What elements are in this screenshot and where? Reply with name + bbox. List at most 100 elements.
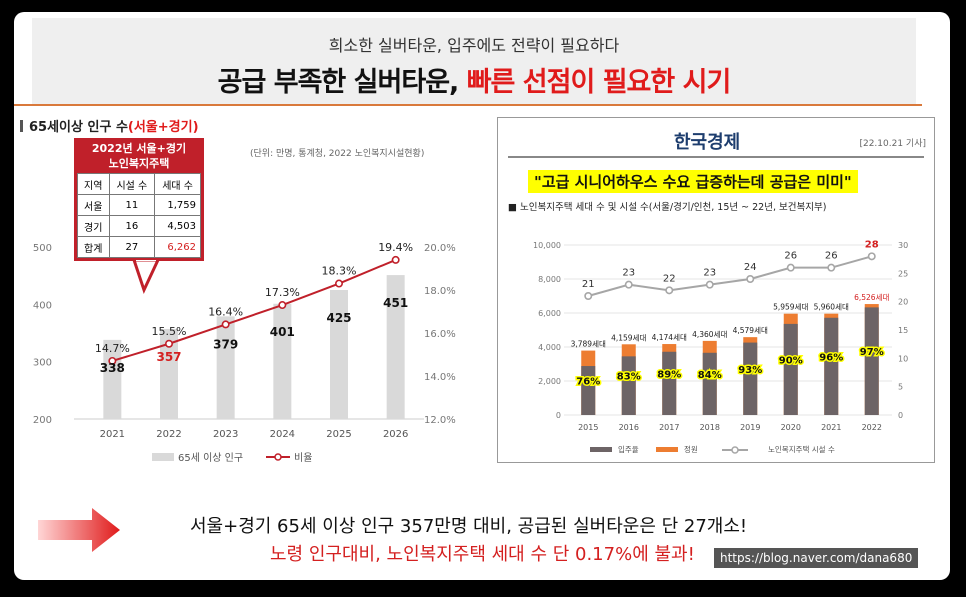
population-bar bbox=[160, 328, 178, 419]
x-tick-label: 2017 bbox=[659, 423, 679, 432]
ratio-point bbox=[165, 339, 174, 348]
news-divider bbox=[508, 156, 924, 158]
x-tick-label: 2025 bbox=[326, 429, 351, 440]
facility-point bbox=[746, 274, 755, 283]
y-tick-label: 4,000 bbox=[538, 343, 561, 352]
y-tick-label: 500 bbox=[33, 243, 52, 254]
facility-count-label: 23 bbox=[622, 268, 635, 279]
population-bar bbox=[273, 303, 292, 419]
x-tick-label: 2023 bbox=[213, 429, 238, 440]
y2-tick-label: 20 bbox=[898, 298, 908, 307]
occupancy-bar bbox=[702, 352, 717, 415]
x-tick-label: 2016 bbox=[619, 423, 639, 432]
y2-tick-label: 20.0% bbox=[424, 243, 456, 254]
occupancy-bar bbox=[581, 366, 596, 415]
bar-value-label: 357 bbox=[156, 350, 181, 364]
red-arrow-icon bbox=[38, 508, 120, 552]
box-title-line1: 2022년 서울+경기 bbox=[91, 142, 187, 155]
ratio-point bbox=[108, 356, 117, 365]
y2-tick-label: 18.0% bbox=[424, 286, 456, 297]
y2-tick-label: 30 bbox=[898, 241, 908, 250]
y2-tick-label: 5 bbox=[898, 383, 903, 392]
table-header-cell: 지역 bbox=[77, 173, 110, 195]
ratio-point bbox=[278, 301, 287, 310]
facility-count-label: 21 bbox=[582, 279, 595, 290]
source-note: (단위: 만명, 통계청, 2022 노인복지시설현황) bbox=[250, 149, 425, 159]
population-bar bbox=[386, 275, 405, 419]
left-bars bbox=[103, 275, 405, 419]
ratio-point bbox=[334, 279, 343, 288]
header-banner: 희소한 실버타운, 입주에도 전략이 필요하다 공급 부족한 실버타운, 빠른 … bbox=[32, 18, 916, 106]
occupancy-bar bbox=[783, 323, 798, 415]
occupancy-bar bbox=[662, 351, 677, 415]
x-tick-label: 2024 bbox=[270, 429, 295, 440]
right-facility-line bbox=[584, 252, 876, 301]
y2-tick-label: 14.0% bbox=[424, 372, 456, 383]
x-tick-label: 2015 bbox=[578, 423, 598, 432]
y2-tick-label: 15 bbox=[898, 326, 908, 335]
facility-line bbox=[587, 255, 873, 297]
facility-summary-box: 2022년 서울+경기 노인복지주택 지역 시설 수 세대 수 서울 11 1,… bbox=[74, 138, 204, 261]
table-cell: 4,503 bbox=[154, 215, 201, 237]
housing-chart: 3,789세대 76% 21 4,159세대 83% 23 4,174세대 89% 22 4,36… bbox=[533, 239, 908, 454]
capacity-label: 3,789세대 bbox=[571, 340, 606, 349]
y-tick-label: 6,000 bbox=[538, 309, 561, 318]
ratio-label: 18.3% bbox=[322, 265, 357, 278]
callout-pointer bbox=[132, 260, 160, 295]
header-divider bbox=[14, 104, 922, 106]
occupancy-bar bbox=[743, 342, 758, 415]
table-cell: 1,759 bbox=[154, 194, 201, 216]
table-header-row: 지역 시설 수 세대 수 bbox=[77, 173, 201, 195]
y-tick-label: 8,000 bbox=[538, 275, 561, 284]
facility-count-label: 24 bbox=[744, 262, 757, 273]
legend-swatch-capacity bbox=[656, 447, 678, 452]
ratio-label: 15.5% bbox=[152, 325, 187, 338]
right-gridlines bbox=[564, 244, 892, 416]
capacity-label: 4,579세대 bbox=[733, 326, 768, 335]
y2-tick-label: 12.0% bbox=[424, 415, 456, 426]
section-title-highlight: (서울+경기) bbox=[127, 120, 199, 135]
population-chart: 338 14.7% 357 15.5% 379 16.4% 401 17.3% 425 18.3%… bbox=[33, 241, 456, 462]
occupancy-rate-label: 84% bbox=[698, 370, 722, 381]
x-tick-label: 2021 bbox=[821, 423, 841, 432]
table-cell: 16 bbox=[108, 215, 156, 237]
facility-count-label: 28 bbox=[865, 239, 879, 250]
ratio-line bbox=[112, 258, 397, 362]
occupancy-rate-label: 83% bbox=[617, 372, 641, 383]
y-tick-label: 300 bbox=[33, 358, 52, 369]
legend-label-facility: 노인복지주택 시설 수 bbox=[768, 444, 835, 454]
blog-watermark: https://blog.naver.com/dana680 bbox=[714, 548, 919, 568]
facility-point bbox=[786, 263, 795, 272]
occupancy-bar bbox=[621, 356, 636, 415]
facility-count-label: 22 bbox=[663, 273, 676, 284]
header-subtitle: 희소한 실버타운, 입주에도 전략이 필요하다 bbox=[328, 36, 620, 55]
y2-tick-label: 25 bbox=[898, 269, 908, 278]
left-ratio-line bbox=[108, 255, 400, 365]
occupancy-rate-label: 96% bbox=[819, 352, 843, 363]
y2-tick-label: 10 bbox=[898, 354, 908, 363]
facility-point bbox=[705, 280, 714, 289]
table-cell: 11 bbox=[108, 194, 156, 216]
news-date: [22.10.21 기사] bbox=[859, 139, 926, 149]
capacity-label: 6,526세대 bbox=[854, 293, 889, 302]
capacity-label: 4,159세대 bbox=[611, 333, 646, 342]
facility-count-label: 26 bbox=[784, 251, 797, 262]
legend-label-line: 비율 bbox=[294, 452, 312, 462]
y-tick-label: 2,000 bbox=[538, 377, 561, 386]
y-tick-label: 200 bbox=[33, 415, 52, 426]
x-tick-label: 2026 bbox=[383, 429, 408, 440]
infographic-frame: 희소한 실버타운, 입주에도 전략이 필요하다 공급 부족한 실버타운, 빠른 … bbox=[14, 12, 950, 580]
bottom-line-2: 노령 인구대비, 노인복지주택 세대 수 단 0.17%에 불과! bbox=[270, 544, 695, 565]
news-headline: "고급 시니어하우스 수요 급증하는데 공급은 미미" bbox=[528, 170, 858, 193]
left-section-title: 65세이상 인구 수(서울+경기) bbox=[20, 116, 199, 135]
occupancy-rate-label: 93% bbox=[738, 365, 762, 376]
y-tick-label: 400 bbox=[33, 300, 52, 311]
x-tick-label: 2018 bbox=[700, 423, 720, 432]
news-clip: 한국경제 [22.10.21 기사] "고급 시니어하우스 수요 급증하는데 공… bbox=[497, 117, 935, 463]
legend-swatch-occupancy bbox=[590, 447, 612, 452]
ratio-label: 17.3% bbox=[265, 286, 300, 299]
legend-marker-facility bbox=[731, 446, 739, 454]
section-title-text: 65세이상 인구 수 bbox=[29, 120, 128, 135]
table-row: 합계 27 6,262 bbox=[77, 236, 201, 258]
occupancy-bar bbox=[824, 317, 839, 415]
